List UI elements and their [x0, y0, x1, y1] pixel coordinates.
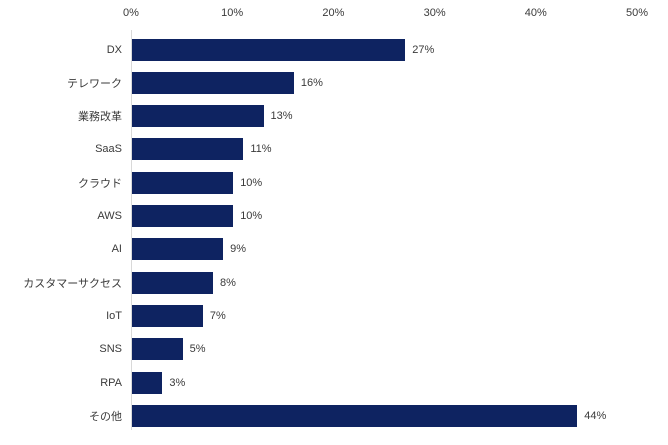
- category-label: RPA: [100, 376, 122, 389]
- bar: [132, 171, 234, 194]
- bar: [132, 271, 213, 294]
- value-label: 10%: [240, 210, 263, 222]
- category-label: DX: [106, 43, 122, 56]
- bar: [132, 238, 224, 261]
- value-label: 9%: [230, 243, 246, 256]
- x-axis-tick-label: 40%: [524, 7, 547, 19]
- bar: [132, 304, 203, 327]
- bar: [132, 71, 294, 94]
- bar: [132, 404, 578, 427]
- bar: [132, 105, 264, 128]
- x-axis-tick-label: 0%: [123, 7, 139, 19]
- category-label: テレワーク: [67, 77, 122, 90]
- value-label: 7%: [209, 309, 226, 322]
- category-label: 業務改革: [78, 111, 122, 124]
- x-axis-tick-label: 20%: [322, 7, 345, 19]
- x-axis-tick-label: 30%: [423, 7, 446, 19]
- category-label: その他: [89, 410, 122, 423]
- x-axis-tick-label: 50%: [625, 7, 649, 19]
- bar: [132, 338, 183, 361]
- value-label: 44%: [584, 409, 607, 422]
- category-label: AI: [111, 243, 122, 256]
- bar: [132, 205, 234, 227]
- bar: [132, 371, 163, 394]
- value-label: 3%: [169, 376, 186, 389]
- x-axis-tick-label: 10%: [221, 7, 244, 19]
- category-label: SNS: [99, 343, 122, 356]
- value-label: 16%: [300, 76, 323, 89]
- value-label: 5%: [189, 343, 206, 356]
- value-label: 11%: [250, 143, 272, 156]
- value-label: 27%: [412, 43, 435, 56]
- category-label: AWS: [97, 210, 122, 222]
- category-label: カスタマーサクセス: [23, 277, 122, 290]
- bar: [132, 38, 406, 61]
- category-label: IoT: [106, 309, 122, 322]
- value-label: 8%: [219, 276, 236, 289]
- y-axis-line: [131, 30, 132, 430]
- bar: [132, 138, 244, 161]
- category-label: クラウド: [78, 177, 122, 190]
- category-label: SaaS: [95, 143, 122, 156]
- value-label: 10%: [240, 176, 263, 189]
- value-label: 13%: [270, 110, 293, 123]
